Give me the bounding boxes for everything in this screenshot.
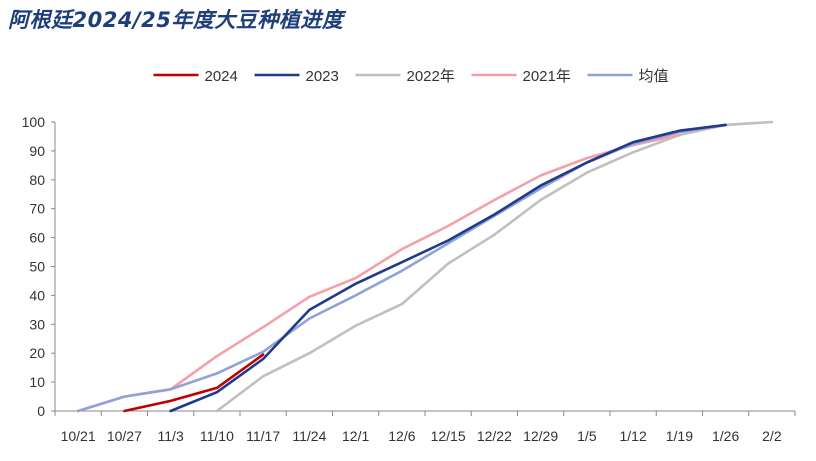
x-tick-label: 1/19 — [666, 428, 693, 444]
x-tick-label: 11/17 — [246, 428, 280, 444]
y-tick-label: 30 — [29, 316, 45, 332]
legend-label-0: 2024 — [205, 68, 238, 85]
series-line-3 — [76, 133, 681, 413]
legend-label-4: 均值 — [639, 68, 669, 85]
x-tick-label: 10/21 — [61, 428, 96, 444]
y-tick-label: 90 — [29, 143, 45, 159]
x-tick-label: 12/29 — [523, 428, 558, 444]
series-line-0 — [123, 353, 265, 413]
x-tick-label: 12/15 — [431, 428, 466, 444]
x-tick-label: 12/1 — [342, 428, 369, 444]
x-tick-label: 10/27 — [107, 428, 142, 444]
x-tick-label: 1/26 — [712, 428, 739, 444]
x-tick-label: 2/2 — [762, 428, 782, 444]
y-tick-label: 40 — [29, 287, 45, 303]
y-tick-label: 100 — [22, 114, 46, 130]
chart-title: 阿根廷2024/25年度大豆种植进度 — [8, 8, 344, 32]
y-tick-label: 10 — [29, 374, 45, 390]
x-tick-label: 1/12 — [620, 428, 647, 444]
x-tick-label: 11/3 — [158, 428, 184, 444]
series-line-1 — [169, 123, 727, 413]
y-tick-label: 80 — [29, 172, 45, 188]
y-tick-label: 0 — [37, 403, 45, 419]
series-line-2 — [215, 120, 774, 413]
x-tick-label: 12/6 — [388, 428, 415, 444]
x-tick-label: 11/24 — [292, 428, 326, 444]
series-line-4 — [76, 123, 727, 413]
y-tick-label: 70 — [29, 201, 45, 217]
x-tick-label: 11/10 — [200, 428, 234, 444]
legend-label-2: 2022年 — [407, 68, 455, 85]
y-tick-label: 50 — [29, 259, 45, 275]
x-tick-label: 1/5 — [577, 428, 597, 444]
y-tick-label: 60 — [29, 230, 45, 246]
legend-label-3: 2021年 — [523, 68, 571, 85]
x-tick-label: 12/22 — [477, 428, 512, 444]
y-tick-label: 20 — [29, 345, 45, 361]
legend-label-1: 2023 — [306, 68, 339, 85]
